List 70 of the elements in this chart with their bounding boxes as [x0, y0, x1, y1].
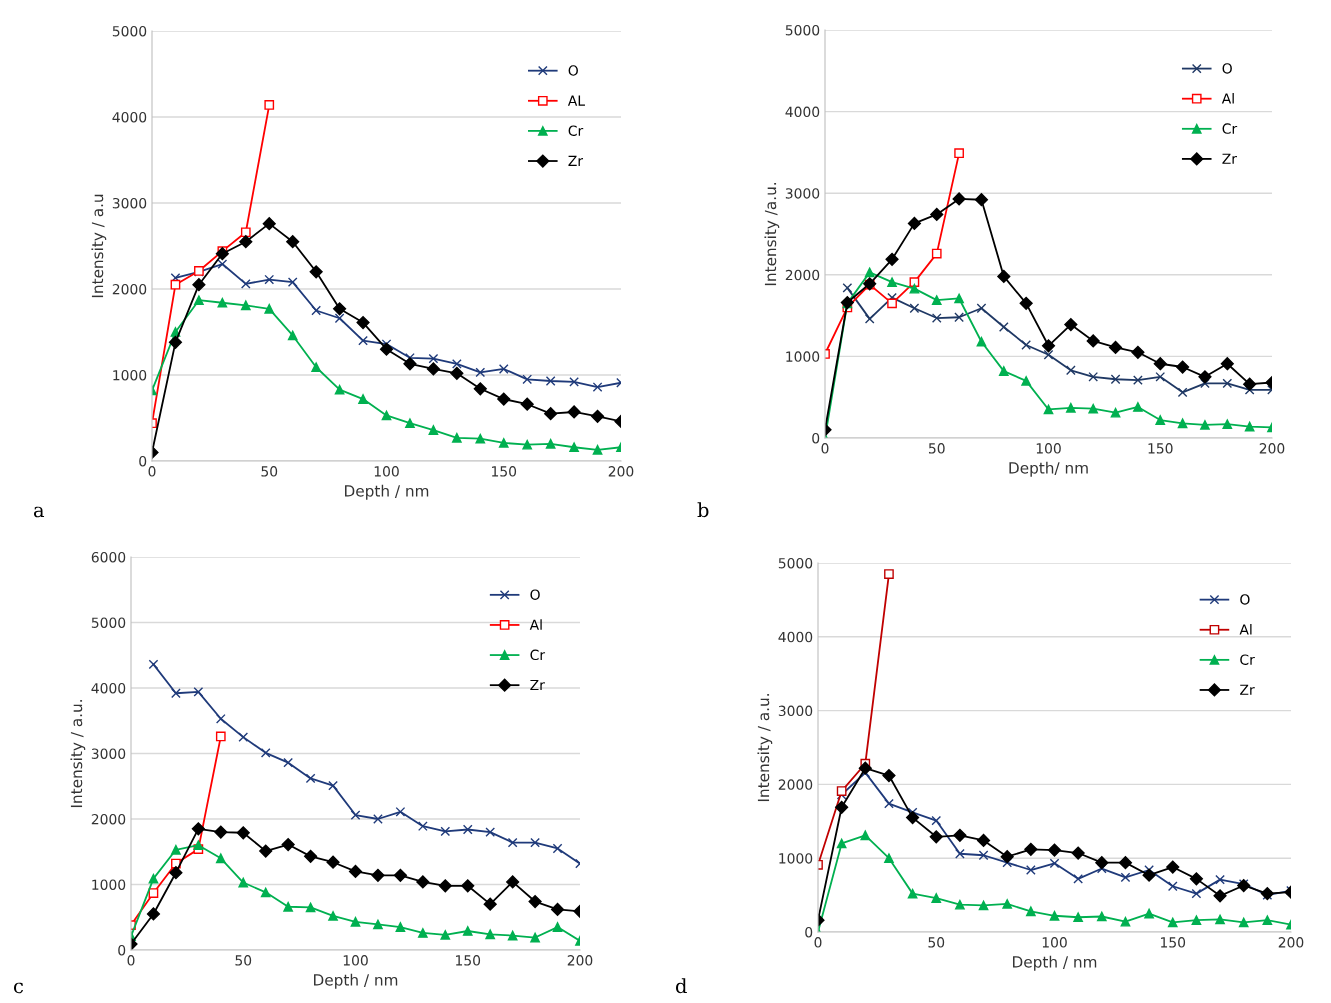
text: b: [697, 502, 709, 518]
legend-label: Zr: [1222, 153, 1237, 164]
x-tick-label: 0: [821, 443, 829, 454]
x-axis-title: Depth/ nm: [1009, 461, 1088, 477]
x-tick-label: 150: [456, 955, 481, 966]
legend-label: O: [1240, 594, 1250, 605]
text: a: [33, 506, 45, 518]
x-tick-label: 50: [928, 937, 945, 948]
y-tick-label: 4000: [91, 682, 126, 694]
y-tick-label: 4000: [112, 111, 147, 123]
y-tick-label: 1000: [779, 853, 813, 864]
y-tick-label: 6000: [91, 551, 126, 563]
y-tick-label: 5000: [91, 617, 126, 628]
x-tick-label: 150: [1161, 937, 1186, 948]
y-tick-label: 1000: [92, 879, 126, 890]
y-axis-title: Intensity / a.u: [91, 194, 107, 298]
legend-label: Zr: [530, 679, 545, 691]
legend-label: Cr: [1222, 123, 1238, 134]
legend-label: Cr: [568, 125, 584, 136]
legend-label: O: [530, 589, 540, 600]
y-tick-label: 5000: [112, 25, 147, 37]
x-axis-title: Depth / nm: [314, 973, 398, 989]
x-tick-label: 0: [148, 466, 156, 477]
y-tick-label: 5000: [785, 24, 820, 36]
y-axis-title: Intensity / a.u.: [70, 700, 86, 808]
x-axis-title: Depth / nm: [345, 484, 429, 500]
y-tick-label: 5000: [778, 557, 813, 569]
x-tick-label: 100: [374, 466, 399, 477]
legend-label: Cr: [1240, 654, 1255, 665]
y-tick-label: 1000: [113, 369, 147, 381]
x-tick-label: 50: [928, 443, 945, 454]
y-axis-title: Intensity / a.u.: [757, 694, 773, 802]
y-tick-label: 0: [805, 926, 813, 938]
y-tick-label: 4000: [785, 106, 820, 118]
y-tick-label: 0: [812, 432, 820, 444]
legend-label: Zr: [1240, 684, 1255, 695]
y-tick-label: 2000: [778, 779, 813, 790]
x-tick-label: 150: [492, 466, 517, 477]
legend-label: O: [1222, 63, 1232, 74]
x-tick-label: 100: [1036, 443, 1061, 454]
x-tick-label: 50: [261, 466, 278, 477]
legend-label: Cr: [530, 649, 546, 661]
legend-label: O: [568, 65, 578, 76]
y-tick-label: 4000: [778, 631, 813, 643]
x-tick-label: 200: [1278, 937, 1304, 948]
y-tick-label: 3000: [91, 748, 126, 759]
x-tick-label: 150: [1148, 443, 1173, 454]
y-tick-label: 3000: [112, 197, 147, 209]
x-tick-label: 100: [343, 955, 368, 966]
y-tick-label: 3000: [785, 188, 820, 199]
x-tick-label: 200: [1259, 443, 1285, 454]
y-tick-label: 2000: [112, 283, 147, 295]
y-tick-label: 1000: [786, 351, 820, 362]
x-tick-label: 200: [608, 466, 634, 477]
y-tick-label: 2000: [91, 813, 126, 825]
y-tick-label: 0: [139, 455, 147, 467]
x-tick-label: 50: [235, 955, 252, 966]
text: c: [13, 982, 23, 994]
x-axis-title: Depth / nm: [1013, 955, 1097, 971]
x-tick-label: 200: [567, 955, 593, 966]
legend-label: Al: [529, 619, 542, 630]
legend-label: Zr: [568, 155, 584, 166]
legend-label: AL: [567, 95, 585, 106]
y-axis-title: Intensity /a.u.: [764, 183, 780, 286]
legend-label: Al: [1239, 624, 1252, 635]
legend-label: Al: [1221, 93, 1234, 104]
y-tick-label: 2000: [785, 269, 820, 281]
text: d: [675, 978, 687, 994]
x-tick-label: 100: [1042, 937, 1067, 948]
y-tick-label: 3000: [778, 705, 813, 717]
